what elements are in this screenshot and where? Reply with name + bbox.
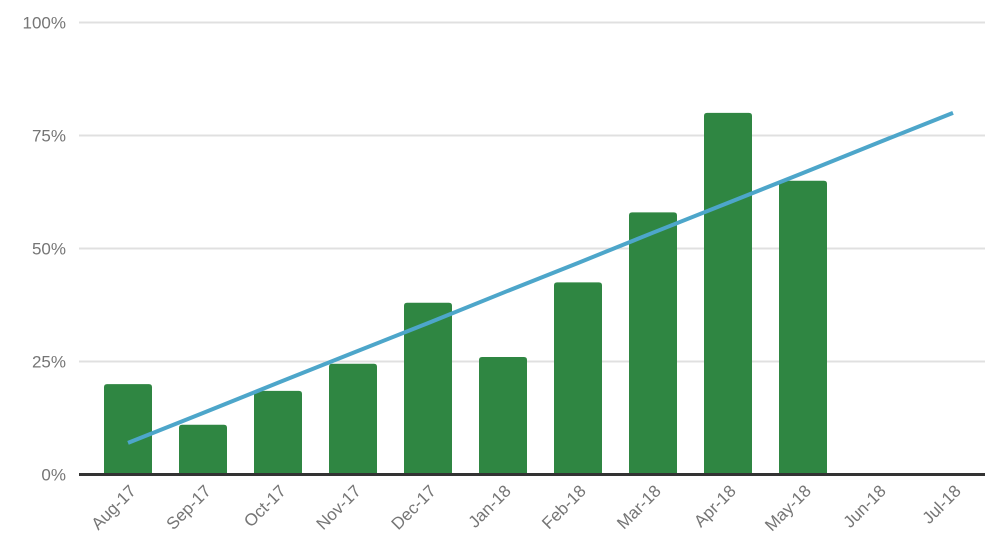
y-axis-label-100: 100% bbox=[23, 13, 66, 32]
bar-mar-18 bbox=[629, 212, 677, 475]
bar-jan-18 bbox=[479, 356, 527, 475]
bar-dec-17 bbox=[404, 302, 452, 475]
y-axis-label-50: 50% bbox=[32, 239, 66, 258]
bar-nov-17 bbox=[329, 363, 377, 475]
y-axis-label-75: 75% bbox=[32, 126, 66, 145]
bar-aug-17 bbox=[104, 384, 152, 475]
bar-feb-18 bbox=[554, 282, 602, 475]
y-axis-label-0: 0% bbox=[41, 465, 66, 484]
bar-may-18 bbox=[779, 180, 827, 475]
bar-sep-17 bbox=[179, 424, 227, 475]
trend-line bbox=[127, 111, 954, 445]
bar-oct-17 bbox=[254, 390, 302, 475]
y-axis-label-25: 25% bbox=[32, 352, 66, 371]
bar-apr-18 bbox=[704, 112, 752, 475]
